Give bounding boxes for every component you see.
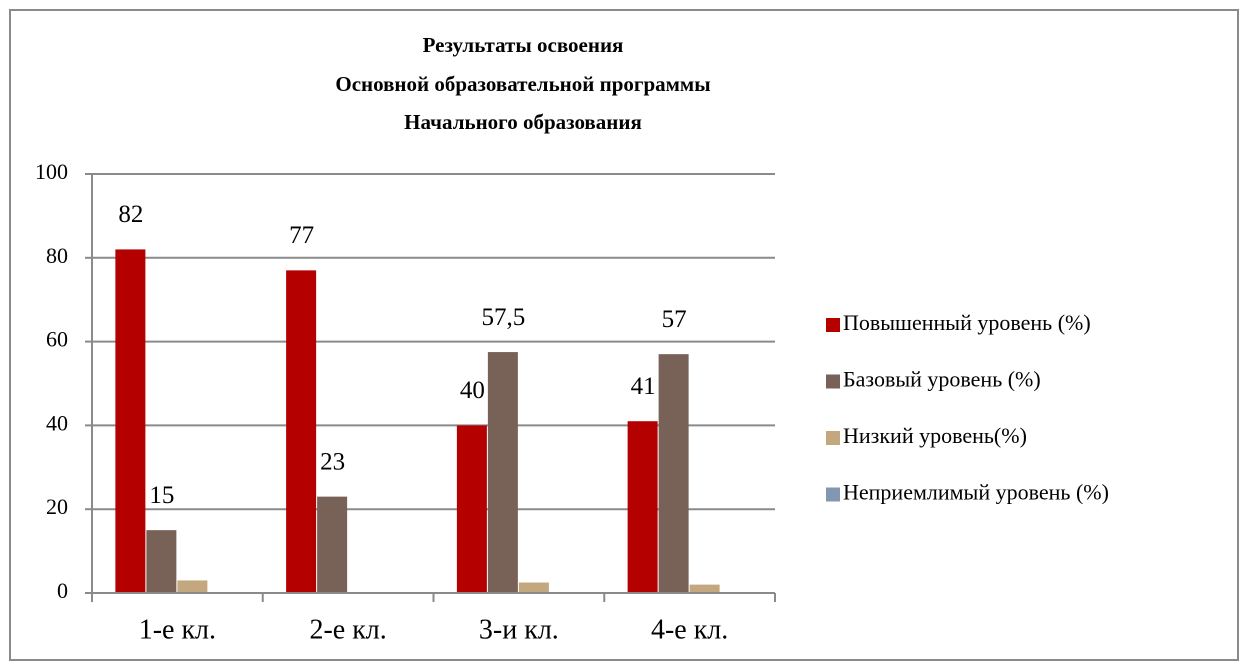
data-label: 23 (320, 448, 345, 475)
bar (627, 421, 658, 593)
bar (456, 425, 487, 593)
legend-swatch (826, 487, 840, 502)
chart-title: Результаты освоения (423, 33, 624, 57)
y-tick-label: 40 (46, 410, 68, 435)
data-label: 40 (460, 377, 485, 404)
data-label: 15 (149, 482, 174, 509)
bar (146, 530, 177, 593)
legend-label: Повышенный уровень (%) (843, 310, 1091, 335)
bar (518, 582, 549, 593)
legend-label: Низкий уровень(%) (843, 423, 1027, 448)
legend-label: Неприемлимый уровень (%) (843, 480, 1109, 505)
data-label: 82 (118, 201, 143, 228)
chart-title: Начального образования (404, 110, 642, 134)
legend-label: Базовый уровень (%) (843, 367, 1041, 392)
y-tick-label: 60 (46, 327, 68, 352)
y-tick-label: 20 (46, 494, 68, 519)
legend-swatch (826, 431, 840, 445)
data-label: 77 (289, 222, 314, 249)
chart-title: Основной образовательной программы (335, 72, 710, 96)
y-tick-label: 100 (35, 159, 68, 184)
bar (177, 580, 208, 593)
data-label: 57 (662, 306, 687, 333)
y-tick-label: 0 (57, 578, 68, 603)
x-tick-label: 1-е кл. (139, 614, 216, 645)
chart-border (9, 9, 1239, 661)
bar (286, 270, 317, 593)
x-tick-label: 4-е кл. (651, 614, 728, 645)
legend-swatch (826, 374, 840, 389)
x-tick-label: 2-е кл. (309, 614, 386, 645)
bar (317, 496, 348, 593)
data-label: 41 (631, 373, 656, 400)
bar (487, 352, 518, 593)
y-tick-label: 80 (46, 243, 68, 268)
bar (115, 249, 146, 594)
data-label: 57,5 (482, 304, 526, 331)
x-tick-label: 3-и кл. (479, 614, 559, 645)
bar (689, 584, 720, 593)
bar (658, 354, 689, 593)
legend-swatch (826, 318, 840, 332)
